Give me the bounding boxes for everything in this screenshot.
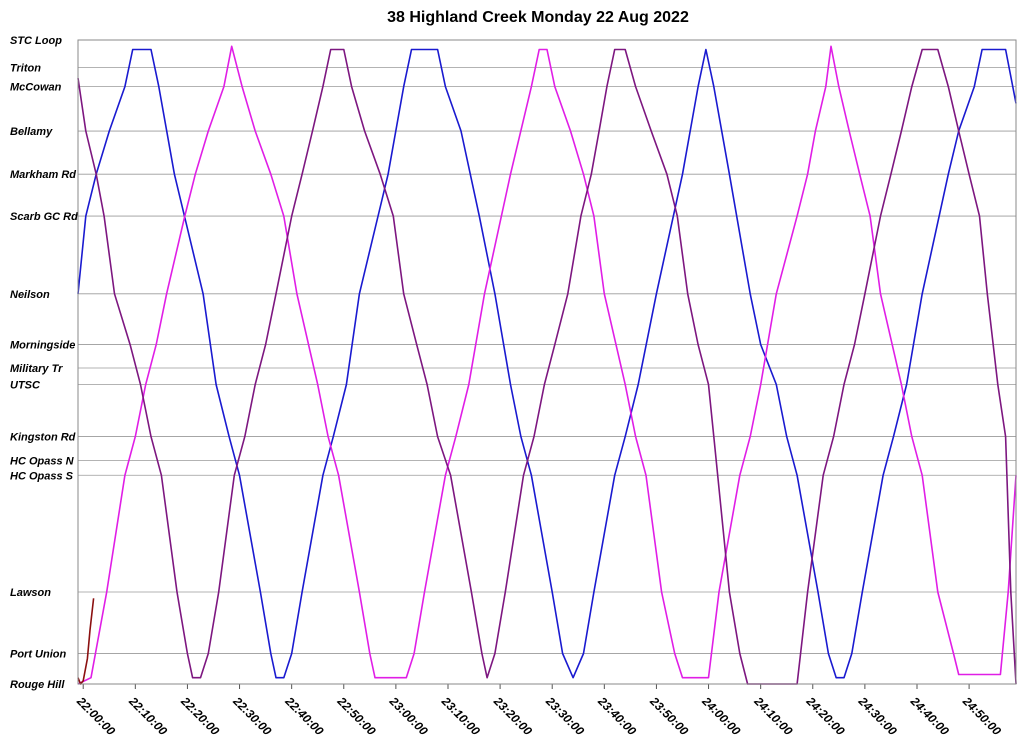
series-line-2	[77, 48, 1017, 685]
x-tick-label-13: 24:10:00	[751, 694, 796, 739]
x-tick-label-14: 24:20:00	[803, 694, 848, 739]
series-line-0	[77, 48, 1017, 679]
stop-label-3: Bellamy	[10, 126, 53, 138]
x-tick-labels: 22:00:00 22:10:00 22:20:00 22:30:00 22:40:00…	[73, 684, 1004, 738]
stop-label-4: Markham Rd	[10, 169, 76, 181]
x-tick-label-0: 22:00:00	[73, 694, 118, 739]
x-tick-label-16: 24:40:00	[907, 694, 952, 739]
x-tick-label-7: 23:10:00	[438, 694, 483, 739]
stop-label-6: Neilson	[10, 289, 50, 301]
x-tick-label-4: 22:40:00	[282, 694, 327, 739]
stop-label-1: Triton	[10, 63, 41, 75]
x-tick-label-5: 22:50:00	[334, 694, 379, 739]
plot-frame	[77, 39, 1017, 685]
stop-label-12: HC Opass S	[10, 470, 74, 482]
x-tick-label-15: 24:30:00	[855, 694, 900, 739]
x-tick-label-11: 23:50:00	[647, 694, 692, 739]
stop-label-13: Lawson	[10, 587, 51, 599]
x-tick-label-6: 23:00:00	[386, 694, 431, 739]
stop-label-0: STC Loop	[10, 35, 62, 47]
stop-label-8: Military Tr	[10, 363, 63, 375]
series-line-1	[77, 45, 1017, 685]
stop-label-7: Morningside	[10, 340, 75, 352]
series-layer	[77, 45, 1017, 685]
x-tick-label-2: 22:20:00	[178, 694, 223, 739]
stop-labels: STC Loop Triton McCowan Bellamy Markham Rd Sc…	[10, 35, 78, 691]
stop-label-14: Port Union	[10, 649, 66, 661]
series-line-3	[77, 598, 95, 685]
x-tick-label-17: 24:50:00	[959, 694, 1004, 739]
stop-label-15: Rouge Hill	[10, 679, 65, 691]
chart-title: 38 Highland Creek Monday 22 Aug 2022	[387, 9, 689, 26]
stop-label-5: Scarb GC Rd	[10, 211, 78, 223]
stop-label-10: Kingston Rd	[10, 432, 76, 444]
x-tick-label-8: 23:20:00	[490, 694, 535, 739]
stop-label-9: UTSC	[10, 380, 41, 392]
x-tick-label-9: 23:30:00	[542, 694, 587, 739]
x-tick-label-3: 22:30:00	[230, 694, 275, 739]
stop-label-11: HC Opass N	[10, 455, 75, 467]
x-tick-label-1: 22:10:00	[125, 694, 170, 739]
x-tick-label-10: 23:40:00	[594, 694, 639, 739]
x-tick-label-12: 24:00:00	[699, 694, 744, 739]
grid-layer	[78, 39, 1016, 685]
stop-label-2: McCowan	[10, 82, 62, 94]
